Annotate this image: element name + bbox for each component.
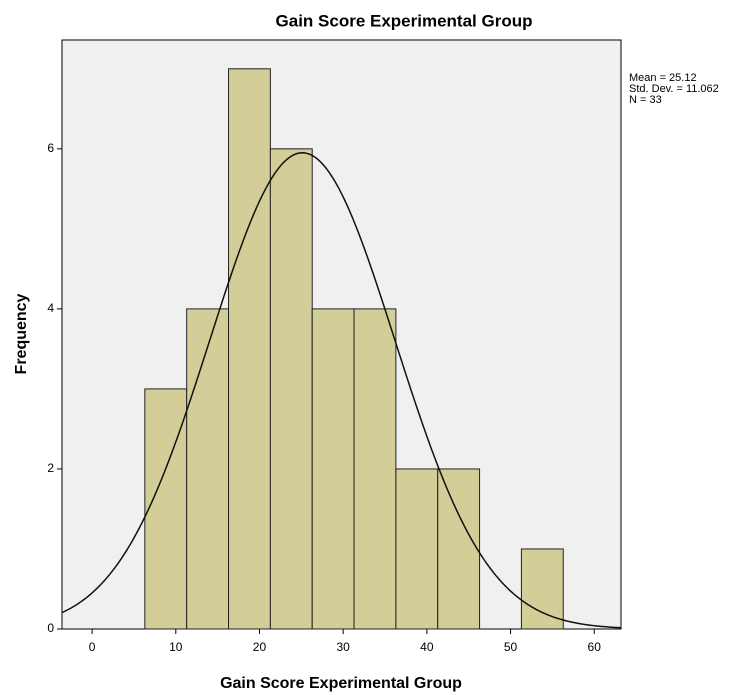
- annotation: Std. Dev. = 11.062: [629, 83, 719, 95]
- x-tick-label: 30: [336, 640, 350, 654]
- x-tick-label: 40: [420, 640, 434, 654]
- y-tick-label: 6: [47, 141, 54, 155]
- bar: [395, 468, 439, 630]
- x-axis-label: Gain Score Experimental Group: [220, 675, 462, 692]
- x-tick-label: 20: [253, 640, 267, 654]
- annotation: N = 33: [629, 94, 662, 106]
- y-tick-label: 2: [47, 461, 54, 475]
- y-tick-label: 4: [47, 301, 54, 315]
- bar: [144, 388, 188, 630]
- y-axis-label: Frequency: [13, 293, 30, 374]
- bar: [520, 548, 564, 630]
- x-tick-label: 0: [89, 640, 96, 654]
- bar: [228, 68, 271, 630]
- bar: [311, 308, 355, 630]
- chart-title: Gain Score Experimental Group: [276, 11, 533, 30]
- y-tick-label: 0: [47, 621, 54, 635]
- bar: [437, 468, 481, 630]
- x-tick-label: 10: [169, 640, 183, 654]
- x-tick-label: 60: [588, 640, 602, 654]
- bar: [186, 308, 230, 630]
- bar: [269, 148, 313, 630]
- normal-curve: [61, 152, 622, 629]
- x-tick-label: 50: [504, 640, 518, 654]
- bar: [353, 308, 397, 630]
- annotation: Mean = 25.12: [629, 72, 697, 84]
